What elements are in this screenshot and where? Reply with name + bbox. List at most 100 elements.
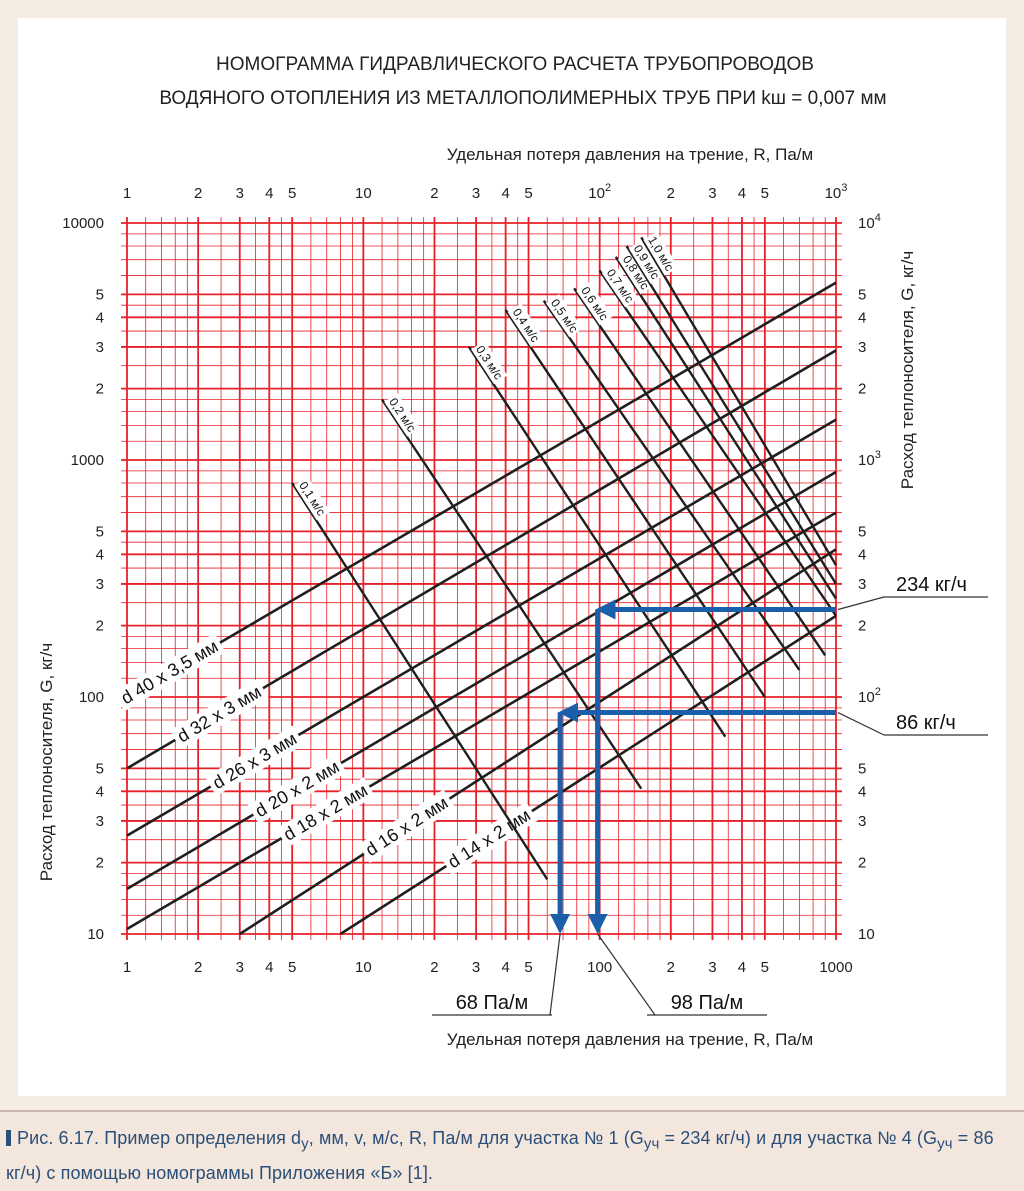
y-tick-right: 2 bbox=[858, 618, 866, 635]
y-tick-left: 4 bbox=[96, 309, 104, 326]
velocity-line bbox=[598, 269, 837, 617]
diameter-label-bg bbox=[276, 777, 375, 848]
diameter-line bbox=[339, 614, 837, 936]
y-tick-right: 4 bbox=[858, 546, 866, 563]
flow-callout: 86 кг/ч bbox=[896, 712, 956, 734]
x-tick-top: 4 bbox=[265, 185, 273, 202]
diameter-label-bg bbox=[205, 725, 305, 797]
figure-caption: Рис. 6.17. Пример определения dу, мм, v,… bbox=[6, 1124, 1018, 1187]
caption-part4: = 86 кг/ч) с помощью номограммы Приложен… bbox=[6, 1128, 994, 1183]
velocity-line bbox=[573, 287, 827, 656]
example-arrows: 234 кг/ч 98 Па/м 86 кг/ч 68 Па/м bbox=[432, 574, 988, 1016]
y-tick-left: 1000 bbox=[71, 452, 104, 469]
x-tick-bottom: 100 bbox=[587, 959, 612, 976]
caption-marker bbox=[6, 1130, 11, 1146]
y-tick-right: 5 bbox=[858, 286, 866, 303]
diameter-label-bg bbox=[169, 678, 269, 750]
y-tick-left: 3 bbox=[96, 576, 104, 593]
caption-bar: Рис. 6.17. Пример определения dу, мм, v,… bbox=[0, 1110, 1024, 1191]
x-tick-bottom: 5 bbox=[524, 959, 532, 976]
x-tick-bottom: 2 bbox=[194, 959, 202, 976]
caption-sub2: уч bbox=[643, 1135, 660, 1153]
x-tick-bottom: 3 bbox=[472, 959, 480, 976]
x-tick-bottom: 1000 bbox=[819, 959, 852, 976]
x-tick-top: 5 bbox=[761, 185, 769, 202]
x-tick-top: 4 bbox=[738, 185, 746, 202]
diameter-line bbox=[239, 548, 837, 936]
x-tick-top: 2 bbox=[430, 185, 438, 202]
flow-callout: 234 кг/ч bbox=[896, 574, 967, 596]
x-tick-bottom: 10 bbox=[355, 959, 372, 976]
chart-title-line2: ВОДЯНОГО ОТОПЛЕНИЯ ИЗ МЕТАЛЛОПОЛИМЕРНЫХ … bbox=[159, 88, 886, 109]
velocity-line bbox=[614, 256, 838, 600]
x-axis-label-bottom: Удельная потеря давления на трение, R, П… bbox=[447, 1030, 813, 1049]
x-tick-top: 103 bbox=[825, 182, 848, 202]
diameter-label-bg bbox=[440, 801, 538, 876]
y-tick-right: 104 bbox=[858, 212, 881, 232]
x-tick-bottom: 5 bbox=[288, 959, 296, 976]
x-tick-top: 3 bbox=[236, 185, 244, 202]
y-tick-left: 3 bbox=[96, 813, 104, 830]
y-tick-left: 5 bbox=[96, 523, 104, 540]
x-tick-top: 10 bbox=[355, 185, 372, 202]
x-tick-bottom: 3 bbox=[708, 959, 716, 976]
x-tick-top: 5 bbox=[524, 185, 532, 202]
x-tick-bottom: 2 bbox=[430, 959, 438, 976]
caption-sub3: уч bbox=[937, 1135, 953, 1153]
y-tick-right: 3 bbox=[858, 339, 866, 356]
x-tick-top: 5 bbox=[288, 185, 296, 202]
y-tick-left: 2 bbox=[96, 855, 104, 872]
x-tick-top: 1 bbox=[123, 185, 131, 202]
velocity-line bbox=[468, 346, 727, 738]
x-tick-bottom: 2 bbox=[667, 959, 675, 976]
x-tick-bottom: 4 bbox=[501, 959, 509, 976]
y-tick-left: 10000 bbox=[62, 215, 104, 232]
x-tick-bottom: 5 bbox=[761, 959, 769, 976]
velocity-line bbox=[640, 236, 838, 566]
velocity-label-bg bbox=[471, 340, 508, 385]
callout-leader bbox=[837, 596, 885, 611]
y-tick-right: 102 bbox=[858, 686, 881, 706]
y-tick-right: 4 bbox=[858, 309, 866, 326]
velocity-label-bg bbox=[628, 240, 665, 284]
pressure-callout: 68 Па/м bbox=[456, 992, 529, 1014]
y-tick-right: 2 bbox=[858, 855, 866, 872]
y-tick-right: 2 bbox=[858, 381, 866, 398]
y-tick-left: 5 bbox=[96, 760, 104, 777]
diameter-label-bg bbox=[357, 789, 456, 864]
x-axis-label-top: Удельная потеря давления на трение, R, П… bbox=[447, 145, 813, 164]
x-tick-top: 102 bbox=[588, 182, 611, 202]
caption-sub1: у bbox=[301, 1135, 309, 1153]
y-tick-right: 5 bbox=[858, 523, 866, 540]
velocity-line bbox=[625, 245, 838, 585]
y-tick-left: 10 bbox=[87, 926, 104, 943]
x-tick-top: 2 bbox=[194, 185, 202, 202]
x-tick-top: 4 bbox=[501, 185, 509, 202]
diameter-line bbox=[126, 470, 837, 891]
y-tick-left: 4 bbox=[96, 783, 104, 800]
pressure-leader bbox=[549, 933, 561, 1016]
x-tick-top: 3 bbox=[472, 185, 480, 202]
velocity-line bbox=[504, 309, 766, 698]
diameter-line bbox=[126, 511, 837, 931]
diameter-label-bg bbox=[247, 753, 347, 825]
velocity-label-bg bbox=[643, 231, 679, 276]
y-axis-label-left: Расход теплоносителя, G, кг/ч bbox=[37, 643, 56, 881]
y-tick-left: 2 bbox=[96, 618, 104, 635]
x-tick-bottom: 3 bbox=[236, 959, 244, 976]
x-tick-bottom: 1 bbox=[123, 959, 131, 976]
chart-title-line1: НОМОГРАММА ГИДРАВЛИЧЕСКОГО РАСЧЕТА ТРУБО… bbox=[216, 54, 814, 75]
pressure-callout: 98 Па/м bbox=[671, 992, 744, 1014]
velocity-label-bg bbox=[617, 250, 654, 295]
y-tick-left: 4 bbox=[96, 546, 104, 563]
x-tick-bottom: 4 bbox=[738, 959, 746, 976]
caption-part3: = 234 кг/ч) и для участка № 4 (G bbox=[659, 1128, 938, 1148]
y-tick-left: 3 bbox=[96, 339, 104, 356]
diameter-line bbox=[126, 281, 837, 699]
pressure-leader bbox=[597, 933, 656, 1016]
diameter-label-bg bbox=[113, 633, 226, 712]
velocity-label-bg bbox=[601, 264, 639, 308]
y-axis-label-right: Расход теплоносителя, G, кг/ч bbox=[898, 251, 917, 489]
velocity-line bbox=[291, 482, 549, 881]
y-tick-right: 3 bbox=[858, 576, 866, 593]
